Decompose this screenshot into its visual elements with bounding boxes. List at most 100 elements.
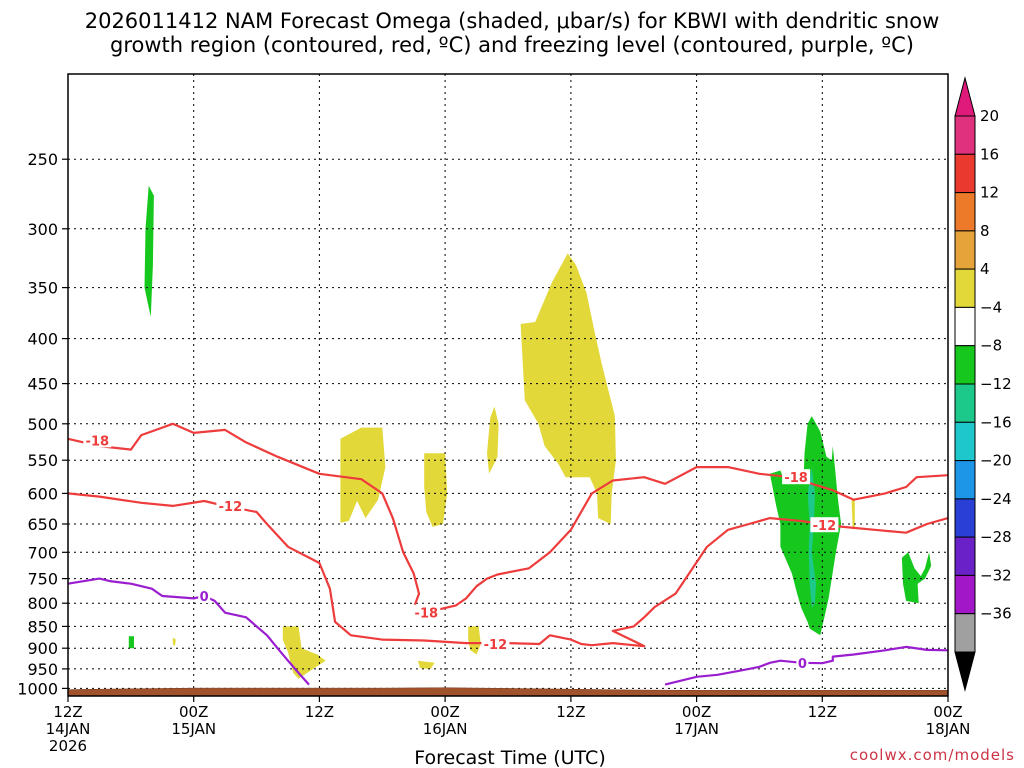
- colorbar-label: −20: [980, 452, 1012, 470]
- colorbar-segment: [954, 115, 976, 155]
- colorbar: 20 16 12 8 4 −4 −8 −12 −16 −20 −24 −28 −32 −36: [954, 76, 1012, 692]
- contour-label: -18: [415, 607, 439, 622]
- colorbar-under-arrow: [954, 651, 976, 692]
- omega-region-green-main: [769, 416, 842, 636]
- x-tick-label: 12Z: [53, 703, 82, 721]
- contour-label-bg: [782, 469, 811, 485]
- omega-region-yellow-dot-1: [172, 637, 176, 647]
- colorbar-segment: [954, 306, 976, 347]
- x-tick-label: 00Z: [933, 703, 962, 721]
- colorbar-label: −4: [980, 298, 1002, 316]
- omega-region-cyan-core: [807, 467, 816, 608]
- contour-label-bg: [216, 497, 245, 513]
- x-tick-label: 16JAN: [423, 720, 468, 738]
- chart-title-line-1: 2026011412 NAM Forecast Omega (shaded, μ…: [85, 9, 940, 33]
- omega-shading: [128, 185, 932, 679]
- contour-label: -12: [813, 519, 837, 534]
- chart-title-line-2: growth region (contoured, red, ºC) and f…: [110, 33, 914, 57]
- colorbar-segment: [954, 192, 976, 232]
- contour-label-bg: [83, 432, 112, 448]
- colorbar-label: −8: [980, 337, 1002, 355]
- contour-label: 0: [798, 657, 807, 672]
- dendritic-contour-1: [67, 492, 949, 648]
- contour-label: -12: [219, 500, 243, 515]
- y-tick-label: 450: [27, 375, 58, 394]
- colorbar-segment: [954, 574, 976, 615]
- contour-label: -18: [784, 471, 808, 486]
- colorbar-segment: [954, 153, 976, 194]
- colorbar-label: −28: [980, 528, 1012, 546]
- contour-lines: -18 -18 -18 -12 -12 -12 0 0: [67, 422, 949, 686]
- colorbar-segment: [954, 345, 976, 385]
- y-tick-label: 250: [27, 150, 58, 169]
- y-tick-label: 900: [27, 639, 58, 658]
- omega-region-yellow-low-1: [282, 626, 326, 679]
- colorbar-label: −36: [980, 605, 1012, 623]
- colorbar-label: −32: [980, 566, 1012, 584]
- x-tick-label: 12Z: [556, 703, 585, 721]
- x-tick-label: 17JAN: [674, 720, 719, 738]
- colorbar-label: −12: [980, 375, 1012, 393]
- y-tick-label: 700: [27, 543, 58, 562]
- credit-text: coolwx.com/models: [850, 746, 1015, 764]
- colorbar-label: −24: [980, 490, 1012, 508]
- x-axis-label: Forecast Time (UTC): [414, 747, 605, 768]
- x-tick-label: 15JAN: [171, 720, 216, 738]
- x-tick-label: 18JAN: [926, 720, 971, 738]
- contour-label-bg: [481, 636, 510, 651]
- omega-region-yellow-small-1: [424, 453, 448, 527]
- colorbar-label: 4: [980, 260, 990, 278]
- x-tick-label: 00Z: [179, 703, 208, 721]
- omega-region-yellow-small-2: [487, 406, 499, 474]
- colorbar-over-arrow: [954, 76, 976, 117]
- x-tick-label: 12Z: [305, 703, 334, 721]
- grid-lines: [67, 74, 949, 696]
- y-tick-label: 650: [27, 515, 58, 534]
- omega-region-yellow-mid: [340, 427, 386, 523]
- y-tick-label: 800: [27, 594, 58, 613]
- terrain-fill: [67, 687, 949, 697]
- omega-region-green-right: [901, 552, 932, 604]
- colorbar-segment: [954, 421, 976, 462]
- colorbar-label: −16: [980, 413, 1012, 431]
- y-tick-label: 850: [27, 617, 58, 636]
- y-tick-label: 350: [27, 279, 58, 298]
- x-tick-label: 14JAN: [46, 720, 91, 738]
- contour-label-bg: [198, 588, 211, 603]
- y-tick-label: 750: [27, 570, 58, 589]
- y-tick-label: 600: [27, 484, 58, 503]
- omega-region-green-upper: [144, 185, 154, 317]
- contour-label-bg: [796, 654, 809, 670]
- y-tick-label: 400: [27, 330, 58, 349]
- contour-label: 0: [200, 590, 209, 605]
- colorbar-segment: [954, 613, 976, 653]
- contour-label: -12: [484, 638, 508, 653]
- colorbar-label: 12: [980, 184, 999, 202]
- x-tick-label: 2026: [49, 737, 87, 755]
- colorbar-segment: [954, 230, 976, 270]
- plot-frame: [67, 73, 949, 697]
- terrain-surface: [67, 687, 949, 697]
- freezing-level-contour-2: [67, 577, 310, 686]
- colorbar-label: 8: [980, 222, 990, 240]
- omega-region-yellow-low-2: [468, 626, 481, 655]
- colorbar-segment: [954, 460, 976, 500]
- colorbar-segment: [954, 268, 976, 308]
- contour-label: -18: [86, 434, 110, 449]
- omega-region-yellow-dot-2: [851, 499, 855, 530]
- y-tick-label: 500: [27, 415, 58, 434]
- y-tick-label: 1000: [17, 679, 58, 698]
- omega-region-yellow-low-3: [417, 660, 435, 669]
- y-axis: 250 300 350 400 450 500 550 600 650 700 750 800 850 9…: [17, 150, 68, 698]
- colorbar-segment: [954, 536, 976, 576]
- y-tick-label: 300: [27, 220, 58, 239]
- y-tick-label: 950: [27, 660, 58, 679]
- x-tick-label: 00Z: [430, 703, 459, 721]
- contour-label-bg: [810, 517, 839, 533]
- x-tick-label: 12Z: [808, 703, 837, 721]
- colorbar-label: 16: [980, 145, 999, 163]
- omega-region-yellow-upper: [520, 253, 616, 524]
- colorbar-segment: [954, 383, 976, 423]
